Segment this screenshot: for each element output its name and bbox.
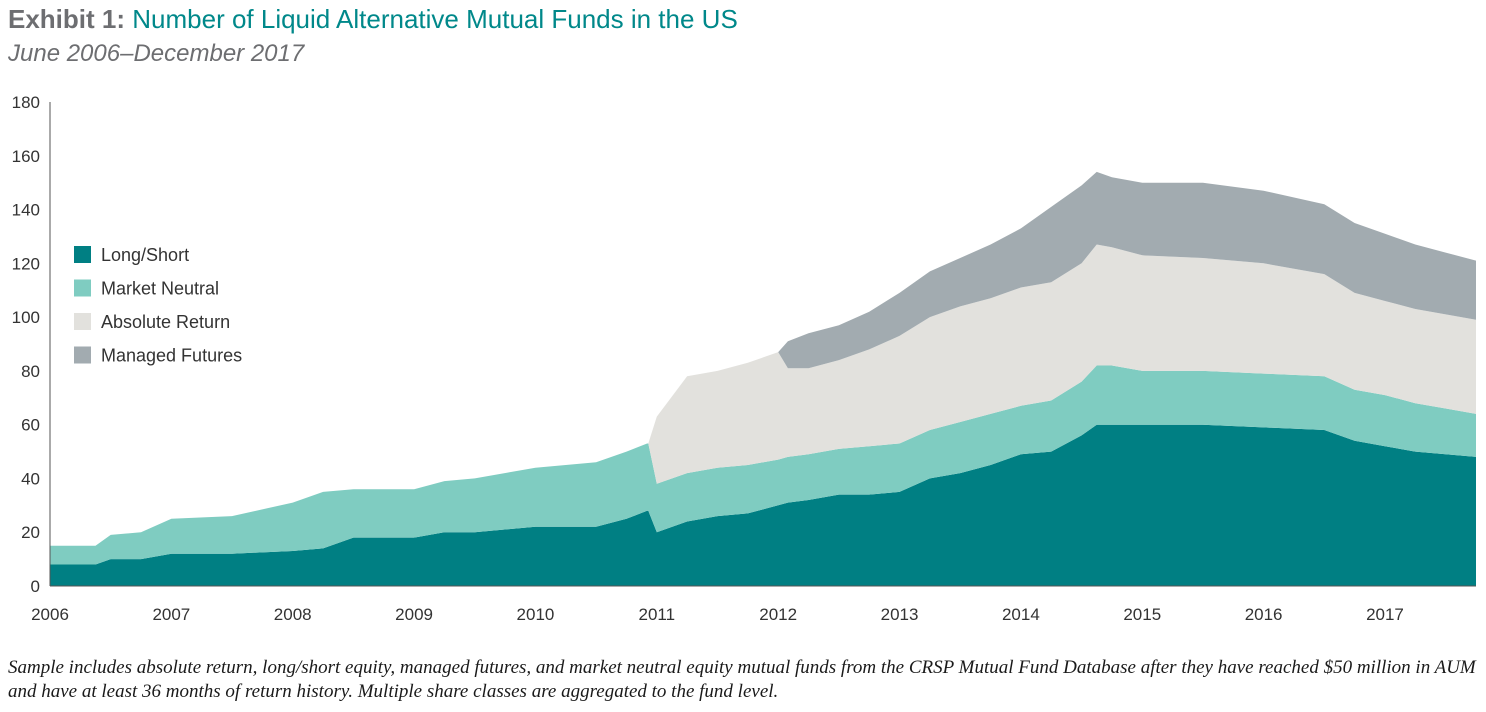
x-tick-label: 2016 [1245,605,1283,624]
y-tick-label: 60 [21,416,40,435]
x-tick-label: 2011 [639,605,676,624]
title-text: Number of Liquid Alternative Mutual Fund… [132,4,738,34]
chart-subtitle: June 2006–December 2017 [8,40,305,67]
area-long-short [50,424,1476,586]
x-tick-label: 2008 [274,605,312,624]
y-tick-label: 140 [12,201,40,220]
legend-swatch-managed-futures [74,346,91,364]
y-tick-label: 100 [12,308,40,327]
y-tick-label: 40 [21,469,40,488]
x-tick-label: 2009 [395,605,433,624]
x-tick-label: 2015 [1123,605,1161,624]
x-tick-label: 2007 [152,605,190,624]
y-tick-label: 20 [21,523,40,542]
area-layers [50,171,1476,586]
legend-swatch-absolute-return [74,313,91,330]
legend-label-market-neutral: Market Neutral [101,279,219,299]
area-market-neutral [50,365,1476,565]
y-tick-label: 120 [12,254,40,273]
legend-label-managed-futures: Managed Futures [101,346,242,366]
legend-swatch-market-neutral [74,279,91,297]
legend: Long/Short Market Neutral Absolute Return M… [74,245,242,366]
x-tick-label: 2006 [31,605,69,624]
legend-swatch-long-short [74,246,91,263]
area-chart: 0 20 40 60 80 100 120 140 160 180 2006 2007 2008 2009… [12,93,1476,624]
exhibit-label: Exhibit 1: [8,4,126,34]
y-tick-label: 180 [12,93,40,112]
y-tick-label: 80 [21,362,40,381]
area-absolute-return [50,244,1476,546]
chart-title: Exhibit 1: Number of Liquid Alternative … [8,4,738,35]
x-tick-label: 2014 [1002,605,1040,624]
axes: 0 20 40 60 80 100 120 140 160 180 2006 2007 2008 2009… [12,93,1476,624]
legend-label-long-short: Long/Short [101,245,189,265]
y-tick-label: 0 [31,577,40,596]
y-tick-label: 160 [12,147,40,166]
legend-label-absolute-return: Absolute Return [101,312,230,332]
x-tick-label: 2013 [881,605,919,624]
footnote: Sample includes absolute return, long/sh… [8,657,1476,702]
x-tick-label: 2012 [759,605,797,624]
x-tick-label: 2010 [517,605,555,624]
x-tick-label: 2017 [1366,605,1404,624]
